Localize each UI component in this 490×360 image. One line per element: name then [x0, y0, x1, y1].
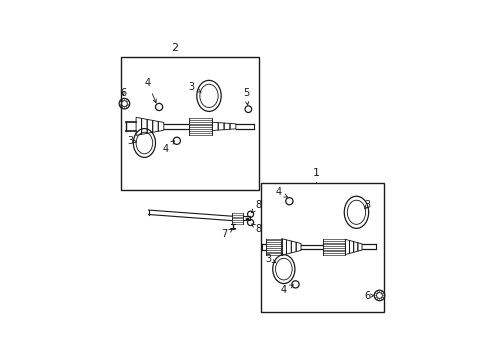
Text: 4: 4 [145, 78, 156, 103]
Text: 3: 3 [365, 201, 370, 210]
Text: 1: 1 [313, 168, 320, 177]
Text: 3: 3 [127, 136, 137, 146]
Text: 8: 8 [252, 200, 261, 213]
Text: 4: 4 [281, 285, 294, 296]
Text: 4: 4 [276, 187, 288, 197]
Text: 6: 6 [364, 291, 374, 301]
Text: 7: 7 [221, 229, 233, 239]
Text: 4: 4 [162, 141, 174, 153]
Text: 2: 2 [172, 43, 178, 53]
Bar [121, 57, 259, 190]
Text: 8: 8 [252, 224, 261, 234]
Text: 3: 3 [265, 255, 276, 264]
Text: 5: 5 [243, 88, 249, 105]
Text: 3: 3 [189, 82, 201, 92]
Text: 6: 6 [120, 88, 126, 98]
Bar [261, 183, 384, 312]
